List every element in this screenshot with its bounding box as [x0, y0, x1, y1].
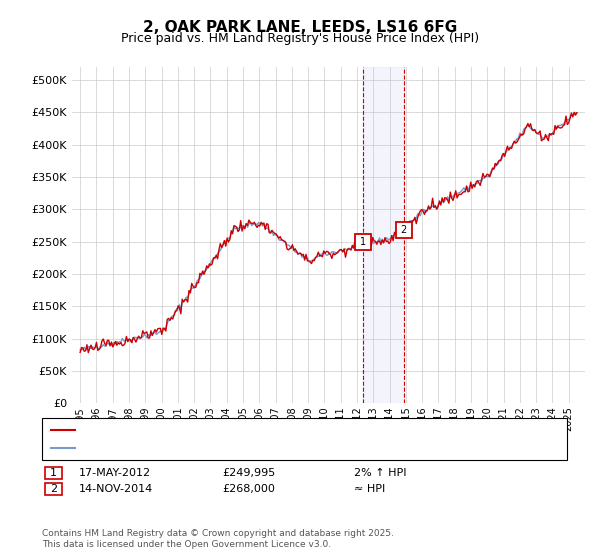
Text: Contains HM Land Registry data © Crown copyright and database right 2025.
This d: Contains HM Land Registry data © Crown c…: [42, 529, 394, 549]
Text: ≈ HPI: ≈ HPI: [354, 484, 385, 494]
Text: 2, OAK PARK LANE, LEEDS, LS16 6FG: 2, OAK PARK LANE, LEEDS, LS16 6FG: [143, 20, 457, 35]
Text: Price paid vs. HM Land Registry's House Price Index (HPI): Price paid vs. HM Land Registry's House …: [121, 32, 479, 45]
Text: 1: 1: [50, 468, 57, 478]
Text: HPI: Average price, detached house, Leeds: HPI: Average price, detached house, Leed…: [79, 444, 302, 454]
Text: £249,995: £249,995: [222, 468, 275, 478]
Text: 2: 2: [401, 225, 407, 235]
Text: 14-NOV-2014: 14-NOV-2014: [79, 484, 154, 494]
Text: 2, OAK PARK LANE, LEEDS, LS16 6FG (detached house): 2, OAK PARK LANE, LEEDS, LS16 6FG (detac…: [79, 424, 366, 435]
Text: £268,000: £268,000: [222, 484, 275, 494]
Text: 1: 1: [360, 237, 366, 246]
Text: 17-MAY-2012: 17-MAY-2012: [79, 468, 151, 478]
Text: 2: 2: [50, 484, 57, 494]
Bar: [363, 67, 404, 403]
Text: 2% ↑ HPI: 2% ↑ HPI: [354, 468, 407, 478]
